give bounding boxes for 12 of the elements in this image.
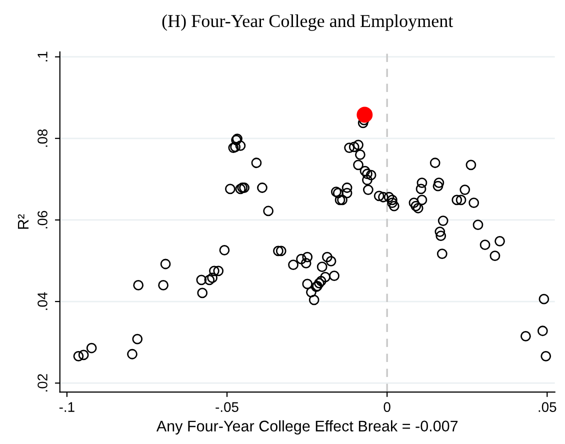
y-tick-label: .04: [38, 292, 48, 310]
x-tick-label: -.05: [216, 402, 238, 412]
x-tick-label: -.1: [59, 402, 74, 412]
x-tick-label: .05: [538, 402, 556, 412]
y-axis-title: R²: [18, 214, 28, 229]
chart-title: (H) Four-Year College and Employment: [162, 14, 454, 31]
x-tick-label: 0: [384, 402, 390, 412]
y-tick-label: .08: [38, 129, 48, 147]
y-tick-label: .1: [38, 52, 48, 62]
x-axis-title: Any Four-Year College Effect Break = -0.007: [156, 420, 458, 435]
y-tick-label: .02: [38, 374, 48, 392]
y-tick-label: .06: [38, 210, 48, 228]
